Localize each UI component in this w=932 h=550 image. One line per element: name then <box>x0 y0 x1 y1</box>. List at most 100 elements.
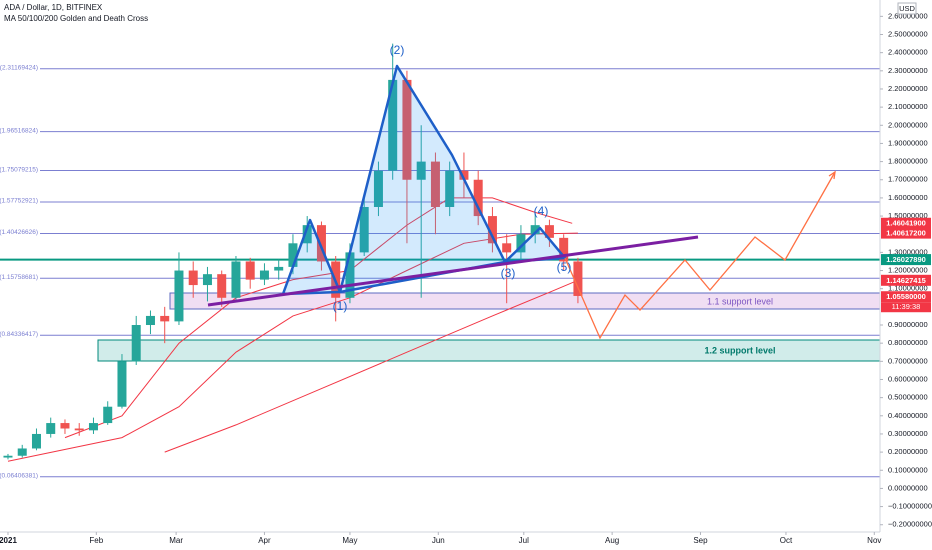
y-tick-label: 2.00000000 <box>888 120 928 129</box>
x-tick-label: May <box>342 536 357 545</box>
candle-body <box>274 266 284 271</box>
y-tick-label: 0.00000000 <box>888 483 928 492</box>
y-tick-label: 2.40000000 <box>888 48 928 57</box>
y-tick-label: 2.30000000 <box>888 66 928 75</box>
fib-label: 0.382(1.75079215) <box>0 166 38 173</box>
price-label: 1.40617200 <box>886 229 926 238</box>
y-tick-label: 0.80000000 <box>888 338 928 347</box>
price-label-box <box>881 274 931 286</box>
candle-body <box>46 423 56 434</box>
x-tick-label: 2021 <box>0 536 17 545</box>
x-tick-label: Jul <box>519 536 529 545</box>
y-tick-label: 2.10000000 <box>888 102 928 111</box>
y-tick-label: 1.10000000 <box>888 284 928 293</box>
pattern <box>281 218 342 296</box>
y-tick-label: 0.40000000 <box>888 411 928 420</box>
candle-body <box>345 252 355 298</box>
symbol-title: ADA / Dollar, 1D, BITFINEX <box>4 3 103 12</box>
candle-body <box>288 243 298 267</box>
x-tick-label: Nov <box>867 536 881 545</box>
wave-label: (5) <box>557 260 572 274</box>
candle-body <box>373 170 383 207</box>
indicator-title: MA 50/100/200 Golden and Death Cross <box>4 14 148 23</box>
candle-body <box>559 237 569 262</box>
y-tick-label: 2.20000000 <box>888 84 928 93</box>
candle-body <box>416 161 426 180</box>
candle-body <box>402 79 412 180</box>
price-label: 1.14627415 <box>886 276 926 285</box>
y-tick-label: 1.60000000 <box>888 193 928 202</box>
currency: USD <box>899 4 915 13</box>
y-tick-label: 0.10000000 <box>888 465 928 474</box>
candle-body <box>459 170 469 180</box>
x-tick-label: Jun <box>432 536 445 545</box>
fib-label: 0.786(1.15758681) <box>0 274 38 281</box>
wave-label: (4) <box>534 204 549 218</box>
fib-label: 1.618(0.06406381) <box>0 473 38 480</box>
price-label-box <box>881 254 931 266</box>
arrow-head <box>828 170 836 180</box>
candle-body <box>117 361 127 407</box>
currency-box <box>897 2 917 15</box>
zone-label: 1.2 support level <box>704 345 775 355</box>
y-tick-label: 1.30000000 <box>888 247 928 256</box>
candle-body <box>160 315 170 322</box>
candle-body <box>3 455 13 458</box>
y-tick-label: 1.90000000 <box>888 138 928 147</box>
wave-label: (3) <box>501 266 516 280</box>
candle-body <box>302 225 312 244</box>
candle-body <box>516 234 526 253</box>
x-tick-label: Oct <box>780 536 793 545</box>
y-tick-label: 0.50000000 <box>888 393 928 402</box>
fib-label: 1(0.84336417) <box>0 331 38 338</box>
wave-label: (2) <box>390 43 405 57</box>
x-tick-label: Mar <box>169 536 183 545</box>
trendline <box>207 235 699 307</box>
y-tick-label: 1.70000000 <box>888 175 928 184</box>
candle-body <box>473 179 483 217</box>
candle-body <box>174 270 184 322</box>
price <box>3 43 583 462</box>
y-tick-label: 0.70000000 <box>888 356 928 365</box>
y-tick-label: 1.80000000 <box>888 157 928 166</box>
candle-body <box>60 423 70 429</box>
y-tick-label: 0.90000000 <box>888 320 928 329</box>
candle-body <box>231 261 241 298</box>
candle-body <box>131 325 141 362</box>
candle-body <box>430 161 440 207</box>
fib-label: 0(2.31169424) <box>0 64 38 71</box>
price-label: 1.26027890 <box>886 255 926 264</box>
fib-label: 0.5(1.57752921) <box>0 198 38 205</box>
candle-body <box>544 225 554 238</box>
candle-body <box>103 406 113 424</box>
y-tick-label: 0.60000000 <box>888 374 928 383</box>
projection <box>564 171 836 340</box>
y-tick-label: 1.20000000 <box>888 266 928 275</box>
zone-label: 1.1 support level <box>707 296 773 306</box>
candle-body <box>245 261 255 280</box>
y-tick-label: 0.20000000 <box>888 447 928 456</box>
x-tick-label: Sep <box>693 536 708 545</box>
fib-label: 0.618(1.40426626) <box>0 229 38 236</box>
candle-body <box>359 206 369 253</box>
countdown: 11:39:38 <box>892 302 921 311</box>
candle-body <box>188 270 198 286</box>
countdown-box <box>881 302 931 313</box>
price-label-box <box>881 291 931 303</box>
candle-body <box>88 423 98 431</box>
candle-body <box>502 243 512 253</box>
candle-body <box>31 433 41 449</box>
y-tick-label: 0.30000000 <box>888 429 928 438</box>
price-label: 1.05580000 <box>886 292 926 301</box>
candle-body <box>388 79 398 171</box>
axes: 2.60000000 2.50000000 2.40000000 2.30000000… <box>0 11 932 545</box>
price-label-box <box>881 217 931 229</box>
y-tick-label: 2.50000000 <box>888 29 928 38</box>
candle-body <box>217 274 227 298</box>
candle-body <box>202 274 212 286</box>
moving-average <box>164 279 579 453</box>
y-tick-label: 2.60000000 <box>888 11 928 20</box>
